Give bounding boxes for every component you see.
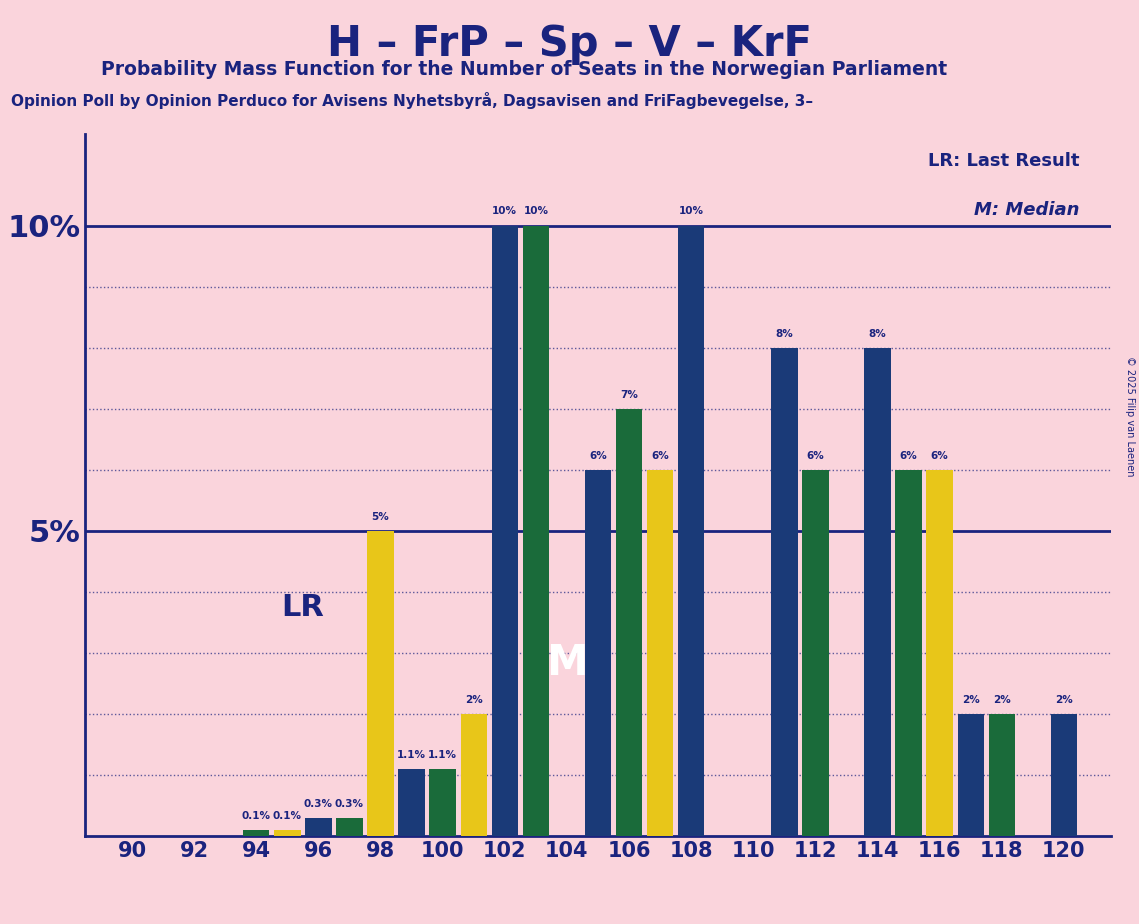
- Text: 2%: 2%: [961, 695, 980, 705]
- Bar: [460, 714, 486, 836]
- Bar: [989, 714, 1015, 836]
- Text: LR: Last Result: LR: Last Result: [928, 152, 1080, 170]
- Bar: [243, 830, 270, 836]
- Text: 2%: 2%: [993, 695, 1010, 705]
- Text: 6%: 6%: [806, 451, 825, 461]
- Text: 0.3%: 0.3%: [304, 798, 333, 808]
- Text: 10%: 10%: [523, 206, 548, 216]
- Text: 6%: 6%: [652, 451, 669, 461]
- Text: 7%: 7%: [620, 390, 638, 399]
- Text: 6%: 6%: [931, 451, 949, 461]
- Text: Probability Mass Function for the Number of Seats in the Norwegian Parliament: Probability Mass Function for the Number…: [101, 60, 947, 79]
- Text: LR: LR: [281, 593, 325, 623]
- Bar: [678, 225, 704, 836]
- Text: H – FrP – Sp – V – KrF: H – FrP – Sp – V – KrF: [327, 23, 812, 65]
- Text: 10%: 10%: [679, 206, 704, 216]
- Bar: [771, 347, 797, 836]
- Bar: [926, 469, 953, 836]
- Bar: [616, 408, 642, 836]
- Bar: [523, 225, 549, 836]
- Bar: [399, 769, 425, 836]
- Text: 5%: 5%: [371, 512, 390, 522]
- Bar: [492, 225, 518, 836]
- Bar: [865, 347, 891, 836]
- Text: 1.1%: 1.1%: [428, 750, 457, 760]
- Bar: [647, 469, 673, 836]
- Bar: [429, 769, 456, 836]
- Text: 0.1%: 0.1%: [241, 811, 271, 821]
- Text: 1.1%: 1.1%: [398, 750, 426, 760]
- Text: Opinion Poll by Opinion Perduco for Avisens Nyhetsbyrå, Dagsavisen and FriFagbev: Opinion Poll by Opinion Perduco for Avis…: [11, 92, 813, 109]
- Text: M: Median: M: Median: [974, 201, 1080, 219]
- Bar: [367, 531, 394, 836]
- Bar: [336, 818, 362, 836]
- Text: 0.3%: 0.3%: [335, 798, 364, 808]
- Bar: [958, 714, 984, 836]
- Text: 2%: 2%: [465, 695, 483, 705]
- Bar: [895, 469, 921, 836]
- Text: © 2025 Filip van Laenen: © 2025 Filip van Laenen: [1125, 356, 1134, 476]
- Text: 0.1%: 0.1%: [273, 811, 302, 821]
- Text: 2%: 2%: [1055, 695, 1073, 705]
- Bar: [305, 818, 331, 836]
- Bar: [274, 830, 301, 836]
- Text: 6%: 6%: [900, 451, 918, 461]
- Text: 6%: 6%: [589, 451, 607, 461]
- Bar: [584, 469, 612, 836]
- Bar: [1050, 714, 1077, 836]
- Text: 8%: 8%: [869, 329, 886, 338]
- Text: M: M: [547, 641, 588, 684]
- Text: 10%: 10%: [492, 206, 517, 216]
- Bar: [802, 469, 828, 836]
- Text: 8%: 8%: [776, 329, 793, 338]
